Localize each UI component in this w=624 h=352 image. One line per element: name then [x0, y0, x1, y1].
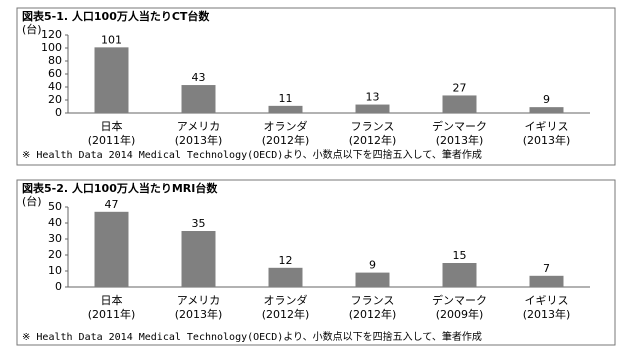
x-tick-label: イギリス	[525, 120, 569, 133]
y-tick-label: 20	[48, 93, 62, 106]
chart-title: 図表5-1. 人口100万人当たりCT台数	[22, 9, 210, 23]
value-label: 9	[543, 93, 550, 106]
x-tick-label: (2013年)	[436, 133, 484, 147]
bar	[529, 275, 564, 287]
x-tick-label: (2011年)	[88, 307, 136, 321]
x-tick-label: (2013年)	[523, 133, 571, 147]
x-tick-label: (2011年)	[88, 133, 136, 147]
y-tick-label: 60	[48, 67, 62, 80]
value-label: 101	[101, 33, 122, 46]
x-tick-label: オランダ	[264, 119, 308, 133]
x-tick-label: デンマーク	[432, 293, 487, 307]
y-tick-label: 10	[48, 264, 62, 277]
x-tick-label: (2013年)	[175, 133, 223, 147]
panel-frame	[16, 179, 616, 346]
value-label: 13	[366, 91, 380, 104]
y-tick-label: 0	[55, 280, 62, 293]
y-tick-label: 40	[48, 216, 62, 229]
y-tick-label: 20	[48, 248, 62, 261]
value-label: 11	[279, 92, 293, 105]
x-tick-label: (2013年)	[523, 307, 571, 321]
x-tick-label: (2013年)	[175, 307, 223, 321]
bar	[94, 47, 129, 113]
footnote: ※ Health Data 2014 Medical Technology(OE…	[22, 148, 482, 161]
bar	[94, 211, 129, 287]
y-tick-label: 120	[41, 28, 62, 41]
x-tick-label: フランス	[351, 294, 395, 307]
bar	[181, 231, 216, 287]
y-tick-label: 0	[55, 106, 62, 119]
bar	[529, 107, 564, 113]
bar	[355, 272, 390, 287]
panel-frame	[16, 7, 616, 166]
bar	[181, 85, 216, 113]
value-label: 43	[192, 71, 206, 84]
value-label: 15	[453, 249, 467, 262]
x-tick-label: (2012年)	[349, 307, 397, 321]
x-tick-label: デンマーク	[432, 119, 487, 133]
y-axis-label: (台)	[22, 22, 42, 36]
chart-title: 図表5-2. 人口100万人当たりMRI台数	[22, 181, 218, 195]
value-label: 12	[279, 254, 293, 267]
x-tick-label: イギリス	[525, 294, 569, 307]
x-tick-label: (2012年)	[262, 133, 310, 147]
y-tick-label: 40	[48, 80, 62, 93]
value-label: 7	[543, 262, 550, 275]
x-tick-label: オランダ	[264, 293, 308, 307]
x-tick-label: (2012年)	[262, 307, 310, 321]
bar	[442, 263, 477, 287]
x-tick-label: (2009年)	[436, 307, 484, 321]
y-tick-label: 80	[48, 54, 62, 67]
y-tick-label: 100	[41, 41, 62, 54]
value-label: 35	[192, 217, 206, 230]
bar	[268, 267, 303, 287]
x-tick-label: 日本	[101, 293, 123, 307]
bar	[442, 95, 477, 113]
y-tick-label: 30	[48, 232, 62, 245]
bar	[268, 105, 303, 113]
x-tick-label: (2012年)	[349, 133, 397, 147]
bar	[355, 104, 390, 113]
x-tick-label: 日本	[101, 119, 123, 133]
value-label: 27	[453, 81, 467, 94]
value-label: 9	[369, 259, 376, 272]
y-tick-label: 50	[48, 200, 62, 213]
x-tick-label: アメリカ	[177, 120, 220, 133]
footnote: ※ Health Data 2014 Medical Technology(OE…	[22, 330, 482, 343]
x-tick-label: アメリカ	[177, 294, 220, 307]
value-label: 47	[105, 198, 119, 211]
y-axis-label: (台)	[22, 194, 42, 208]
x-tick-label: フランス	[351, 120, 395, 133]
